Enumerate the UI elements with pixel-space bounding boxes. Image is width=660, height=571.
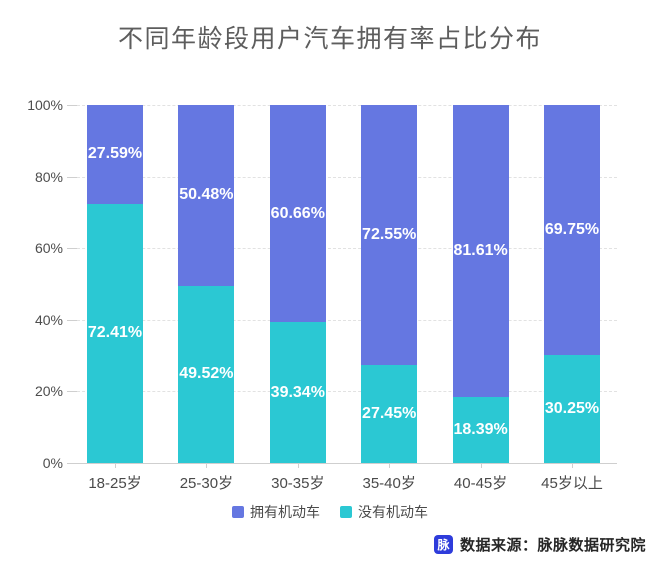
x-axis-tick xyxy=(572,463,573,468)
bar-value-own-car: 69.75% xyxy=(544,220,600,238)
y-axis-label: 20% xyxy=(34,383,63,400)
bar-value-no-car: 72.41% xyxy=(87,324,143,342)
bar-segment-own-car xyxy=(452,105,509,398)
x-axis-label: 45岁以上 xyxy=(541,475,603,492)
y-axis-label: 40% xyxy=(34,311,63,328)
chart-title: 不同年龄段用户汽车拥有率占比分布 xyxy=(117,25,542,53)
legend-label: 没有机动车 xyxy=(358,504,428,520)
x-axis-tick xyxy=(206,463,208,468)
x-axis-tick xyxy=(115,463,116,468)
bar-segment-no-car xyxy=(544,354,600,463)
bar-segment-no-car xyxy=(361,364,418,463)
maimai-logo-icon: 脉 xyxy=(433,535,453,554)
x-axis-label: 30-35岁 xyxy=(271,475,325,492)
bar-value-own-car: 72.55% xyxy=(362,225,417,243)
gridline xyxy=(67,319,617,321)
bar-segment-own-car xyxy=(544,105,600,355)
gridline xyxy=(67,105,617,106)
legend-item-own-car: 拥有机动车 xyxy=(232,502,320,522)
y-axis-label: 80% xyxy=(34,168,63,185)
gridline xyxy=(67,176,617,178)
x-axis-tick xyxy=(389,463,391,468)
y-axis-tick xyxy=(67,463,77,464)
x-axis-label: 40-45岁 xyxy=(453,475,508,492)
x-axis-label: 25-30岁 xyxy=(179,475,234,492)
legend: 拥有机动车 没有机动车 xyxy=(0,502,660,522)
gridline xyxy=(67,248,617,250)
y-axis-tick xyxy=(67,176,77,178)
bar-value-no-car: 27.45% xyxy=(362,404,417,422)
y-axis-tick xyxy=(67,105,77,106)
bar-value-no-car: 18.39% xyxy=(453,421,508,439)
bar-segment-own-car xyxy=(361,105,418,365)
y-axis-tick xyxy=(67,391,77,393)
bar-segment-no-car xyxy=(178,285,235,463)
y-axis-label: 100% xyxy=(27,97,63,113)
bar-value-own-car: 60.66% xyxy=(270,204,325,222)
bar-value-no-car: 30.25% xyxy=(544,399,600,417)
bar-segment-no-car xyxy=(269,322,326,463)
bar-segment-own-car xyxy=(87,105,143,204)
data-source-text: 数据来源：脉脉数据研究院 xyxy=(459,537,646,554)
y-axis-tick xyxy=(67,319,77,321)
y-axis-label: 0% xyxy=(42,455,63,471)
y-axis-label: 60% xyxy=(34,240,63,257)
x-axis-tick xyxy=(480,463,482,468)
legend-label: 拥有机动车 xyxy=(250,504,320,520)
bar-value-own-car: 27.59% xyxy=(87,145,143,163)
bar-value-own-car: 81.61% xyxy=(453,242,508,260)
gridline xyxy=(67,391,617,393)
y-axis-tick xyxy=(67,248,77,250)
x-axis-label: 18-25岁 xyxy=(88,475,142,492)
legend-item-no-car: 没有机动车 xyxy=(340,502,428,522)
x-axis-tick xyxy=(297,463,299,468)
bar-segment-no-car xyxy=(87,203,143,463)
x-axis-label: 35-40岁 xyxy=(362,475,416,492)
bar-segment-no-car xyxy=(452,397,509,463)
footer: 脉 数据来源：脉脉数据研究院 xyxy=(433,534,646,555)
bar-value-no-car: 39.34% xyxy=(270,383,325,401)
bar-value-no-car: 49.52% xyxy=(179,365,234,383)
bar-segment-own-car xyxy=(269,105,326,323)
legend-swatch-no-car xyxy=(340,506,352,518)
bar-value-own-car: 50.48% xyxy=(179,186,234,204)
bar-segment-own-car xyxy=(178,105,235,286)
gridline xyxy=(67,463,617,464)
legend-swatch-own-car xyxy=(232,506,244,518)
